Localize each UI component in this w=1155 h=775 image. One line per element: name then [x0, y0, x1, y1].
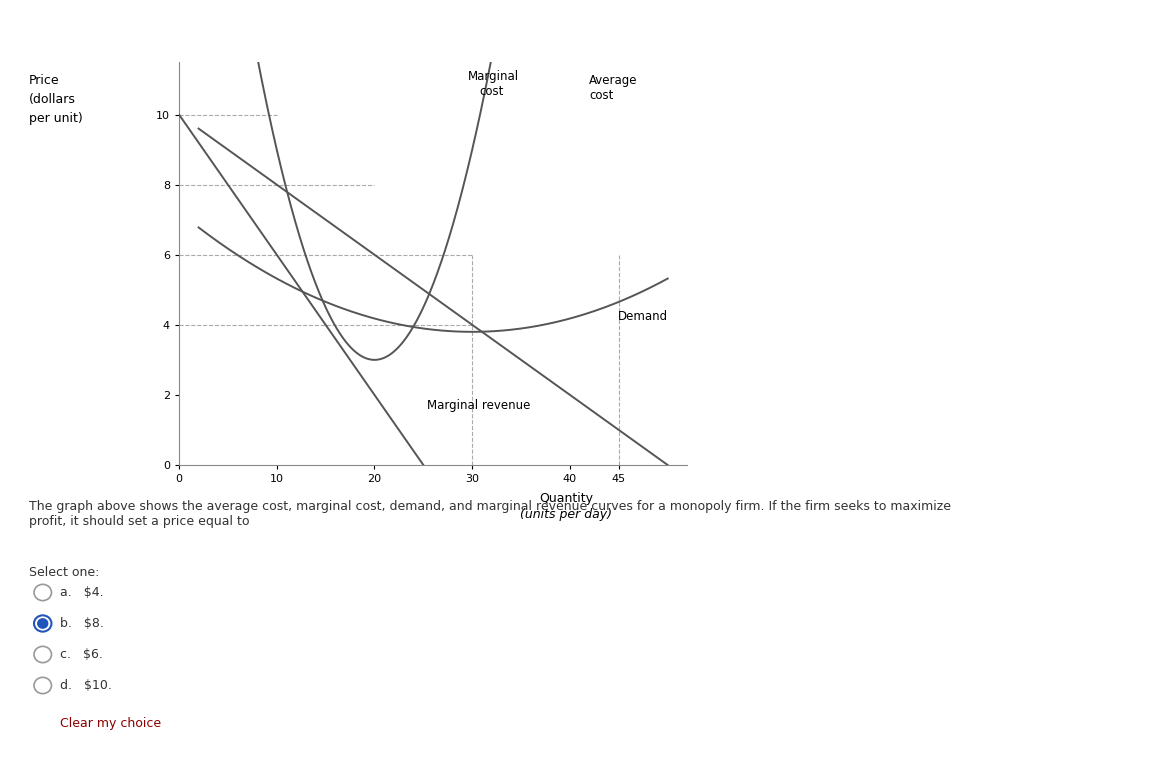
Text: per unit): per unit) [29, 112, 83, 126]
Text: Clear my choice: Clear my choice [60, 717, 162, 730]
Text: Demand: Demand [618, 310, 668, 323]
Text: cost: cost [589, 89, 613, 102]
Text: Quantity: Quantity [539, 492, 593, 505]
Text: Select one:: Select one: [29, 566, 99, 579]
Text: The graph above shows the average cost, marginal cost, demand, and marginal reve: The graph above shows the average cost, … [29, 500, 951, 528]
Text: b.   $8.: b. $8. [60, 618, 104, 630]
Text: Price: Price [29, 74, 60, 87]
Text: (units per day): (units per day) [520, 508, 612, 521]
Text: Average: Average [589, 74, 638, 87]
Text: c.   $6.: c. $6. [60, 649, 103, 661]
Text: a.   $4.: a. $4. [60, 587, 104, 599]
Text: Marginal: Marginal [468, 70, 519, 83]
Circle shape [38, 618, 47, 628]
Text: Marginal revenue: Marginal revenue [427, 399, 531, 412]
Text: d.   $10.: d. $10. [60, 680, 112, 692]
Text: (dollars: (dollars [29, 93, 76, 106]
Text: cost: cost [479, 85, 504, 98]
